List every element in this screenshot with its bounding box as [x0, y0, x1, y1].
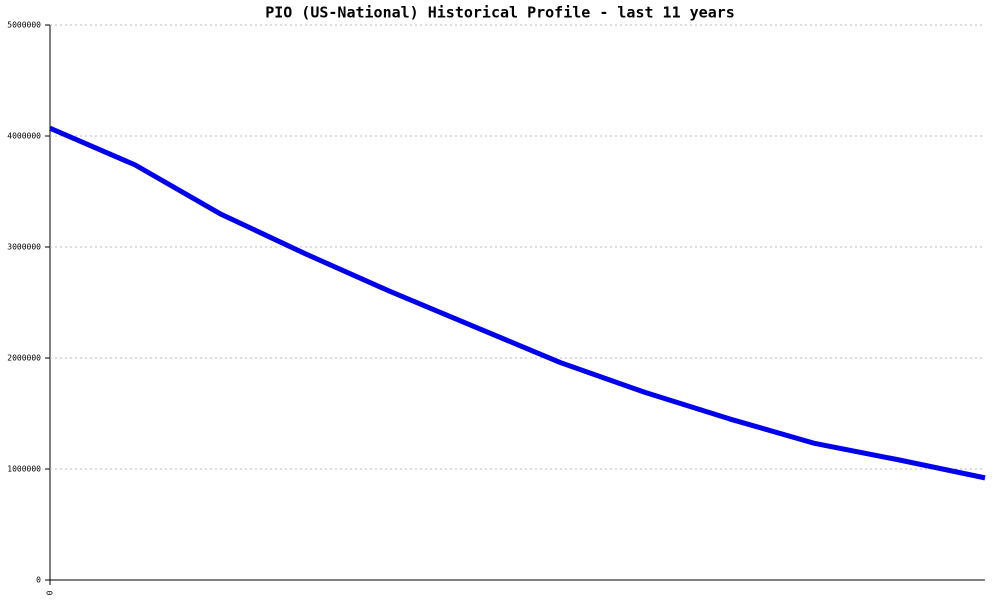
chart-title: PIO (US-National) Historical Profile - l… [265, 4, 735, 22]
y-tick-label: 5000000 [7, 21, 41, 30]
y-tick-label: 4000000 [7, 132, 41, 141]
line [49, 125, 986, 481]
y-tick-label: 1000000 [7, 465, 41, 474]
x-tick-label: 0 [46, 590, 55, 595]
y-tick-label: 0 [36, 576, 41, 585]
y-tick-label: 3000000 [7, 243, 41, 252]
y-tick-label: 2000000 [7, 354, 41, 363]
